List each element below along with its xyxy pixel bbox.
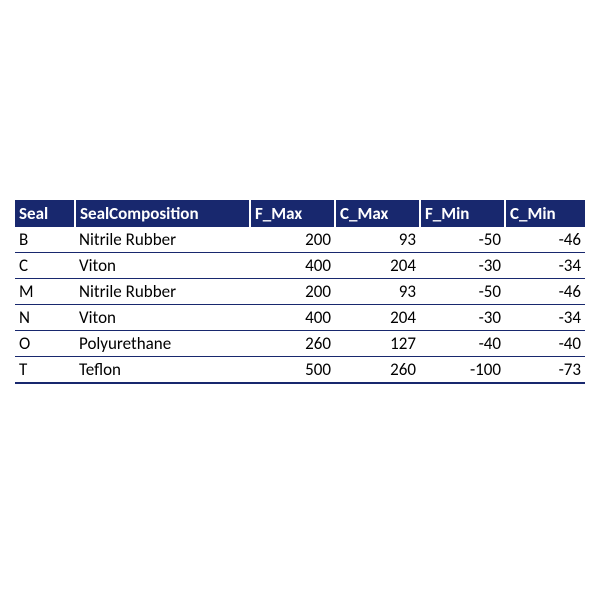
cell-cmax: 204 bbox=[335, 253, 420, 279]
cell-comp: Nitrile Rubber bbox=[75, 279, 250, 305]
seal-table: SealSealCompositionF_MaxC_MaxF_MinC_Min … bbox=[15, 200, 585, 384]
cell-cmax: 127 bbox=[335, 331, 420, 357]
cell-comp: Nitrile Rubber bbox=[75, 227, 250, 253]
cell-fmin: -40 bbox=[420, 331, 505, 357]
cell-seal: M bbox=[15, 279, 75, 305]
cell-fmax: 400 bbox=[250, 305, 335, 331]
cell-fmax: 200 bbox=[250, 279, 335, 305]
cell-fmin: -50 bbox=[420, 279, 505, 305]
cell-cmin: -46 bbox=[505, 279, 585, 305]
cell-cmin: -46 bbox=[505, 227, 585, 253]
cell-cmin: -34 bbox=[505, 305, 585, 331]
cell-fmax: 400 bbox=[250, 253, 335, 279]
table-row: TTeflon500260-100-73 bbox=[15, 357, 585, 384]
table-row: MNitrile Rubber20093-50-46 bbox=[15, 279, 585, 305]
cell-seal: O bbox=[15, 331, 75, 357]
cell-cmin: -73 bbox=[505, 357, 585, 384]
col-header-cmin: C_Min bbox=[505, 200, 585, 227]
table-row: CViton400204-30-34 bbox=[15, 253, 585, 279]
cell-fmax: 260 bbox=[250, 331, 335, 357]
table-header-row: SealSealCompositionF_MaxC_MaxF_MinC_Min bbox=[15, 200, 585, 227]
cell-comp: Polyurethane bbox=[75, 331, 250, 357]
cell-comp: Teflon bbox=[75, 357, 250, 384]
cell-seal: N bbox=[15, 305, 75, 331]
cell-fmin: -30 bbox=[420, 305, 505, 331]
cell-comp: Viton bbox=[75, 253, 250, 279]
table-row: BNitrile Rubber20093-50-46 bbox=[15, 227, 585, 253]
seal-table-container: SealSealCompositionF_MaxC_MaxF_MinC_Min … bbox=[15, 200, 585, 384]
cell-cmax: 204 bbox=[335, 305, 420, 331]
table-row: OPolyurethane260127-40-40 bbox=[15, 331, 585, 357]
cell-cmax: 260 bbox=[335, 357, 420, 384]
cell-fmin: -100 bbox=[420, 357, 505, 384]
cell-seal: C bbox=[15, 253, 75, 279]
cell-fmin: -50 bbox=[420, 227, 505, 253]
cell-fmax: 200 bbox=[250, 227, 335, 253]
cell-cmax: 93 bbox=[335, 227, 420, 253]
cell-fmax: 500 bbox=[250, 357, 335, 384]
col-header-seal: Seal bbox=[15, 200, 75, 227]
col-header-cmax: C_Max bbox=[335, 200, 420, 227]
cell-fmin: -30 bbox=[420, 253, 505, 279]
cell-cmax: 93 bbox=[335, 279, 420, 305]
cell-seal: T bbox=[15, 357, 75, 384]
table-row: NViton400204-30-34 bbox=[15, 305, 585, 331]
cell-cmin: -40 bbox=[505, 331, 585, 357]
cell-seal: B bbox=[15, 227, 75, 253]
cell-comp: Viton bbox=[75, 305, 250, 331]
col-header-comp: SealComposition bbox=[75, 200, 250, 227]
cell-cmin: -34 bbox=[505, 253, 585, 279]
col-header-fmin: F_Min bbox=[420, 200, 505, 227]
col-header-fmax: F_Max bbox=[250, 200, 335, 227]
